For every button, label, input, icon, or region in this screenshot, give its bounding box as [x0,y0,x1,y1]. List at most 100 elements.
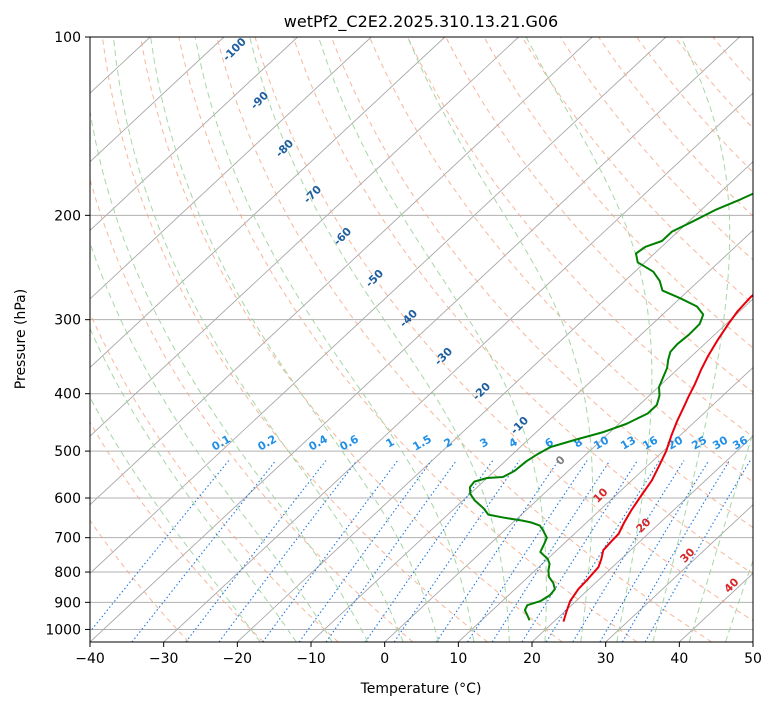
dry-adiabat-label: -40 [397,307,420,330]
dry-adiabat-line [140,37,563,642]
x-tick-label: −30 [149,651,179,667]
dry-adiabat-line [598,37,753,217]
isotherm-line [0,37,3,642]
dry-adiabat-line [750,37,753,41]
dry-adiabat-label: -70 [301,183,324,206]
moist-adiabat-line [318,37,547,642]
mixing-ratio-label: 3 [478,435,491,450]
moist-adiabat-line [90,396,261,642]
isotherm-line [752,641,753,642]
y-tick-label: 200 [54,208,81,224]
dry-adiabat-line [90,177,414,642]
y-tick-label: 400 [54,387,81,403]
dry-adiabat-line [636,37,753,173]
isotherm-line [90,37,593,506]
plot-frame [89,36,754,643]
moist-adiabat-line [90,108,369,642]
sounding-series [469,192,753,622]
dry-adiabat-label: -100 [220,35,249,64]
background-lines [0,37,753,642]
y-axis: 100 200 300 400 500 600 700 800 900 1000 [45,30,90,638]
mixing-ratio-line [621,460,730,642]
dry-adiabat-line [712,37,753,85]
dewpoint-line [469,192,753,621]
dry-adiabat-line [292,37,753,575]
dry-adiabat-line [254,37,753,622]
mixing-ratio-line [572,460,685,642]
dry-adiabat-line [178,37,638,642]
y-tick-label: 700 [54,531,81,547]
dry-adiabat-label: -20 [470,380,493,403]
chart-title: wetPf2_C2E2.2025.310.13.21.G06 [284,12,558,32]
y-tick-label: 800 [54,565,81,581]
mixing-ratio-line [262,460,399,642]
isotherm-line [90,37,372,300]
mixing-ratio-line [364,460,494,642]
isotherm-line [236,161,753,642]
x-tick-label: 40 [670,651,688,667]
isotherm-line [605,504,753,642]
mixing-ratio-line [298,460,432,642]
dry-adiabat-line [216,37,712,642]
y-tick-label: 600 [54,491,81,507]
isotherm-line [90,37,667,574]
mixing-ratio-line [393,460,520,642]
dry-adiabat-label: -50 [363,267,386,290]
isotherm-line [163,92,753,642]
x-tick-label: 50 [744,651,762,667]
moist-adiabat-line [688,431,753,642]
mixing-ratio-label: 4 [507,435,520,450]
mixing-ratio-label: 10 [591,433,611,452]
x-tick-label: 20 [523,651,541,667]
isotherm-line [90,37,740,642]
mixing-ratio-label: 0.1 [210,432,233,453]
dry-adiabat-line [90,421,264,642]
mixing-ratio-line [491,460,611,642]
dry-adiabat-line [90,312,339,642]
x-axis-label: Temperature (°C) [360,681,482,697]
isotherm-line [531,435,753,642]
isotherm-line [90,37,225,163]
moist-adiabat-line [194,37,475,642]
dry-adiabat-line [521,37,753,305]
mixing-ratio-label: 13 [618,434,638,453]
isotherm-line [310,229,753,642]
mixing-ratio-line [467,460,588,642]
x-tick-label: −40 [75,651,105,667]
moist-adiabat-line [249,37,510,642]
mixing-ratio-line [90,460,230,633]
mixing-ratio-label: 1.5 [411,432,434,453]
dry-adiabat-label: -60 [331,225,354,248]
y-tick-label: 100 [54,30,81,46]
dry-adiabat-line [445,37,753,393]
dry-adiabat-label: -90 [248,89,271,112]
dry-adiabat-line [559,37,753,261]
mixing-ratio-line [435,460,559,642]
isotherm-line [90,37,446,369]
dry-adiabat-line [330,37,753,529]
temperature-line [562,293,753,622]
mixing-ratio-label: 16 [640,433,660,452]
dry-adiabat-label: -80 [273,137,296,160]
x-tick-label: −20 [223,651,253,667]
moist-adiabat-line [652,37,731,642]
moist-adiabat-line [407,37,594,642]
mixing-ratio-label: 0.2 [256,432,279,453]
moist-adiabat-line [112,37,404,642]
moist-adiabat-line [90,327,297,642]
moist-adiabat-label: 40 [722,575,742,595]
mixing-ratio-label: 0.4 [307,432,331,453]
mixing-ratio-label: 1 [384,435,397,450]
dry-adiabat-line [369,37,753,483]
isotherm-line [457,366,753,642]
isotherm-line [384,298,753,642]
dry-adiabat-line [407,37,753,438]
dry-adiabat-line [101,37,488,642]
mixing-ratio-line [599,460,710,642]
x-axis: −40 −30 −20 −10 0 10 20 30 40 50 [75,642,762,667]
mixing-ratio-line [644,460,751,642]
mixing-ratio-line [325,460,457,642]
line-labels: -100-90-80-70-60-50-40-30-20-100.1 0.2 0.4… [210,35,751,596]
dry-adiabat-line [483,37,753,349]
mixing-ratio-label: 2 [442,435,455,450]
